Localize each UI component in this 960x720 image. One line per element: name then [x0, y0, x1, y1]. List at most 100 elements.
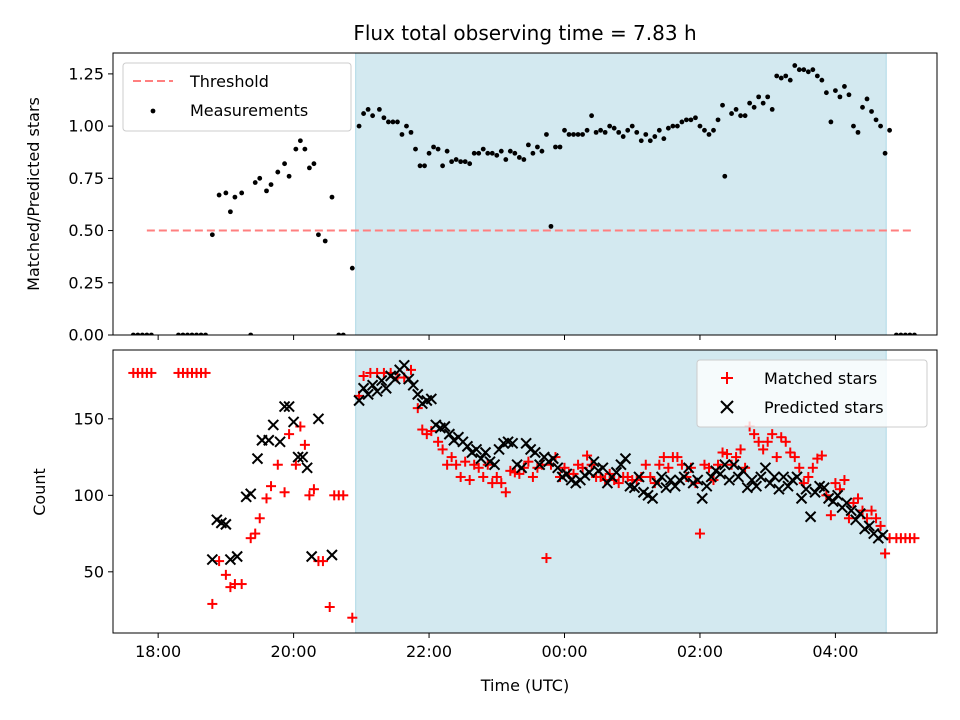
matched-star-point	[496, 478, 507, 489]
measurement-point	[426, 150, 432, 156]
measurement-point	[620, 134, 626, 139]
measurement-point	[198, 332, 204, 335]
measurement-point	[471, 150, 477, 156]
measurement-point	[912, 332, 917, 335]
matched-star-point	[762, 436, 773, 447]
measurement-point	[311, 161, 317, 167]
predicted-star-point	[728, 459, 740, 471]
measurement-point	[386, 119, 391, 125]
predicted-star-point	[251, 452, 264, 465]
measurement-point	[747, 100, 753, 106]
matched-star-point	[214, 556, 225, 567]
chart-title: Flux total observing time = 7.83 h	[353, 21, 696, 45]
legend-matched-swatch	[721, 372, 733, 384]
matched-star-point	[880, 548, 891, 559]
matched-star-point	[464, 475, 475, 486]
matched-star-point	[473, 462, 484, 473]
predicted-star-point	[610, 466, 623, 479]
measurement-point	[674, 123, 680, 129]
measurement-point	[417, 163, 423, 169]
measurement-point	[611, 125, 617, 131]
measurement-point	[801, 67, 807, 73]
matched-star-point	[722, 449, 733, 460]
top-legend: Threshold Measurements	[122, 62, 352, 132]
measurement-point	[462, 159, 468, 165]
predicted-star-point	[615, 459, 627, 471]
matched-star-point	[500, 487, 511, 498]
matched-star-point	[658, 452, 669, 463]
measurement-point	[693, 115, 698, 121]
predicted-star-point	[840, 497, 853, 509]
measurement-point	[860, 104, 865, 110]
matched-star-point	[909, 533, 920, 544]
matched-star-point	[758, 444, 769, 455]
measurement-point	[435, 146, 441, 152]
measurement-point	[792, 63, 798, 68]
measurement-point	[566, 132, 572, 137]
predicted-star-point	[818, 481, 830, 494]
matched-star-point	[250, 528, 261, 539]
predicted-star-point	[407, 379, 419, 391]
measurement-point	[268, 182, 274, 188]
predicted-star-point	[831, 489, 844, 502]
measurement-point	[805, 69, 811, 75]
matched-star-point	[780, 436, 791, 447]
matched-star-point	[505, 465, 516, 476]
measurement-point	[729, 111, 734, 116]
measurement-point	[670, 123, 676, 129]
measurement-point	[778, 75, 784, 81]
measurement-point	[602, 129, 608, 135]
matched-star-point	[290, 459, 301, 470]
predicted-star-point	[278, 400, 291, 413]
measurement-point	[489, 150, 495, 156]
predicted-star-point	[737, 465, 749, 477]
predicted-star-point	[660, 481, 672, 494]
measurement-point	[887, 127, 892, 133]
measurement-point	[902, 332, 908, 335]
predicted-star-point	[470, 443, 483, 456]
bottom-x-axis: 18:00 20:00 22:00 00:00 02:00 04:00	[135, 633, 858, 661]
measurement-point	[819, 77, 825, 83]
measurement-point	[467, 161, 473, 167]
measurement-point	[340, 332, 346, 335]
measurement-point	[629, 123, 635, 129]
y-tick-label: 0.75	[68, 169, 104, 188]
measurement-point	[376, 107, 382, 112]
measurement-point	[864, 96, 870, 102]
measurement-point	[390, 119, 396, 125]
predicted-star-point	[245, 488, 257, 500]
matched-star-point	[843, 513, 854, 524]
matched-star-point	[541, 553, 552, 564]
measurement-point	[783, 73, 789, 79]
measurement-point	[652, 134, 658, 139]
measurement-point	[194, 332, 199, 335]
bottom-axes-frame	[112, 349, 938, 634]
predicted-star-point	[678, 471, 690, 483]
top-plot-marks	[130, 63, 917, 335]
bottom-y-axis: 50 100 150	[73, 409, 113, 581]
predicted-star-point	[362, 388, 374, 401]
predicted-star-point	[267, 419, 279, 431]
top-y-axis: 0.00 0.25 0.50 0.75 1.00 1.25	[68, 64, 113, 345]
measurement-point	[525, 142, 531, 148]
measurement-point	[431, 144, 436, 150]
matched-star-point	[236, 579, 247, 590]
predicted-star-point	[380, 382, 392, 394]
matched-star-point	[839, 475, 850, 486]
measurement-point	[180, 332, 186, 335]
measurement-point	[697, 123, 703, 129]
measurement-point	[216, 192, 222, 198]
measurement-point	[882, 150, 888, 156]
top-panel: 0.00 0.25 0.50 0.75 1.00 1.25 Flux total obse…	[24, 21, 938, 345]
measurement-point	[232, 194, 238, 200]
measurement-point	[907, 332, 913, 335]
matched-star-point	[830, 478, 841, 489]
measurement-point	[656, 127, 662, 133]
measurement-point	[264, 188, 269, 194]
measurement-point	[616, 129, 622, 135]
predicted-star-point	[804, 511, 817, 523]
measurement-point	[643, 132, 649, 137]
measurement-point	[846, 92, 852, 98]
measurement-point	[878, 123, 883, 129]
predicted-star-point	[755, 471, 767, 483]
